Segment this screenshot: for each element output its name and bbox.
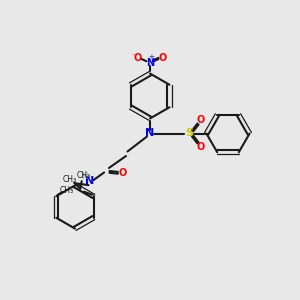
Text: O: O — [158, 52, 167, 63]
Text: CH₃: CH₃ — [63, 175, 77, 184]
Text: CH₃: CH₃ — [60, 186, 74, 195]
Text: CH₃: CH₃ — [76, 171, 90, 180]
Text: N: N — [85, 176, 94, 187]
Text: N: N — [146, 58, 154, 68]
Text: O: O — [197, 115, 205, 125]
Text: O: O — [133, 52, 142, 63]
Text: O: O — [197, 142, 205, 152]
Text: +: + — [148, 54, 154, 60]
Text: S: S — [185, 128, 193, 139]
Text: H: H — [81, 172, 87, 181]
Text: O: O — [119, 167, 127, 178]
Text: ⁻: ⁻ — [132, 53, 135, 59]
Text: N: N — [146, 128, 154, 139]
